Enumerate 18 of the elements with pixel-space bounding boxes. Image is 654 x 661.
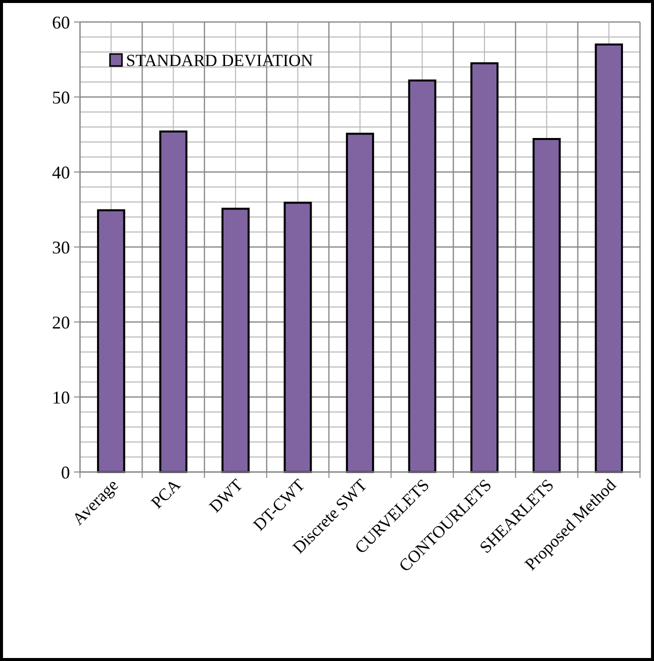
y-tick-label: 40 — [52, 162, 70, 182]
bar — [159, 130, 188, 473]
bar — [470, 62, 499, 473]
bar — [97, 209, 126, 473]
legend-label: STANDARD DEVIATION — [126, 50, 314, 70]
bar — [346, 132, 374, 473]
y-tick-label: 10 — [52, 387, 70, 408]
bar — [221, 208, 250, 473]
y-tick-label: 30 — [52, 237, 70, 258]
y-tick-label: 50 — [52, 87, 70, 108]
bar — [284, 202, 312, 473]
x-tick-label: PCA — [147, 474, 185, 512]
bar — [594, 44, 623, 473]
bar — [532, 138, 561, 473]
bar — [408, 80, 436, 473]
y-tick-label: 20 — [52, 312, 70, 332]
y-tick-label: 60 — [52, 12, 70, 32]
y-tick-label: 0 — [61, 462, 70, 482]
